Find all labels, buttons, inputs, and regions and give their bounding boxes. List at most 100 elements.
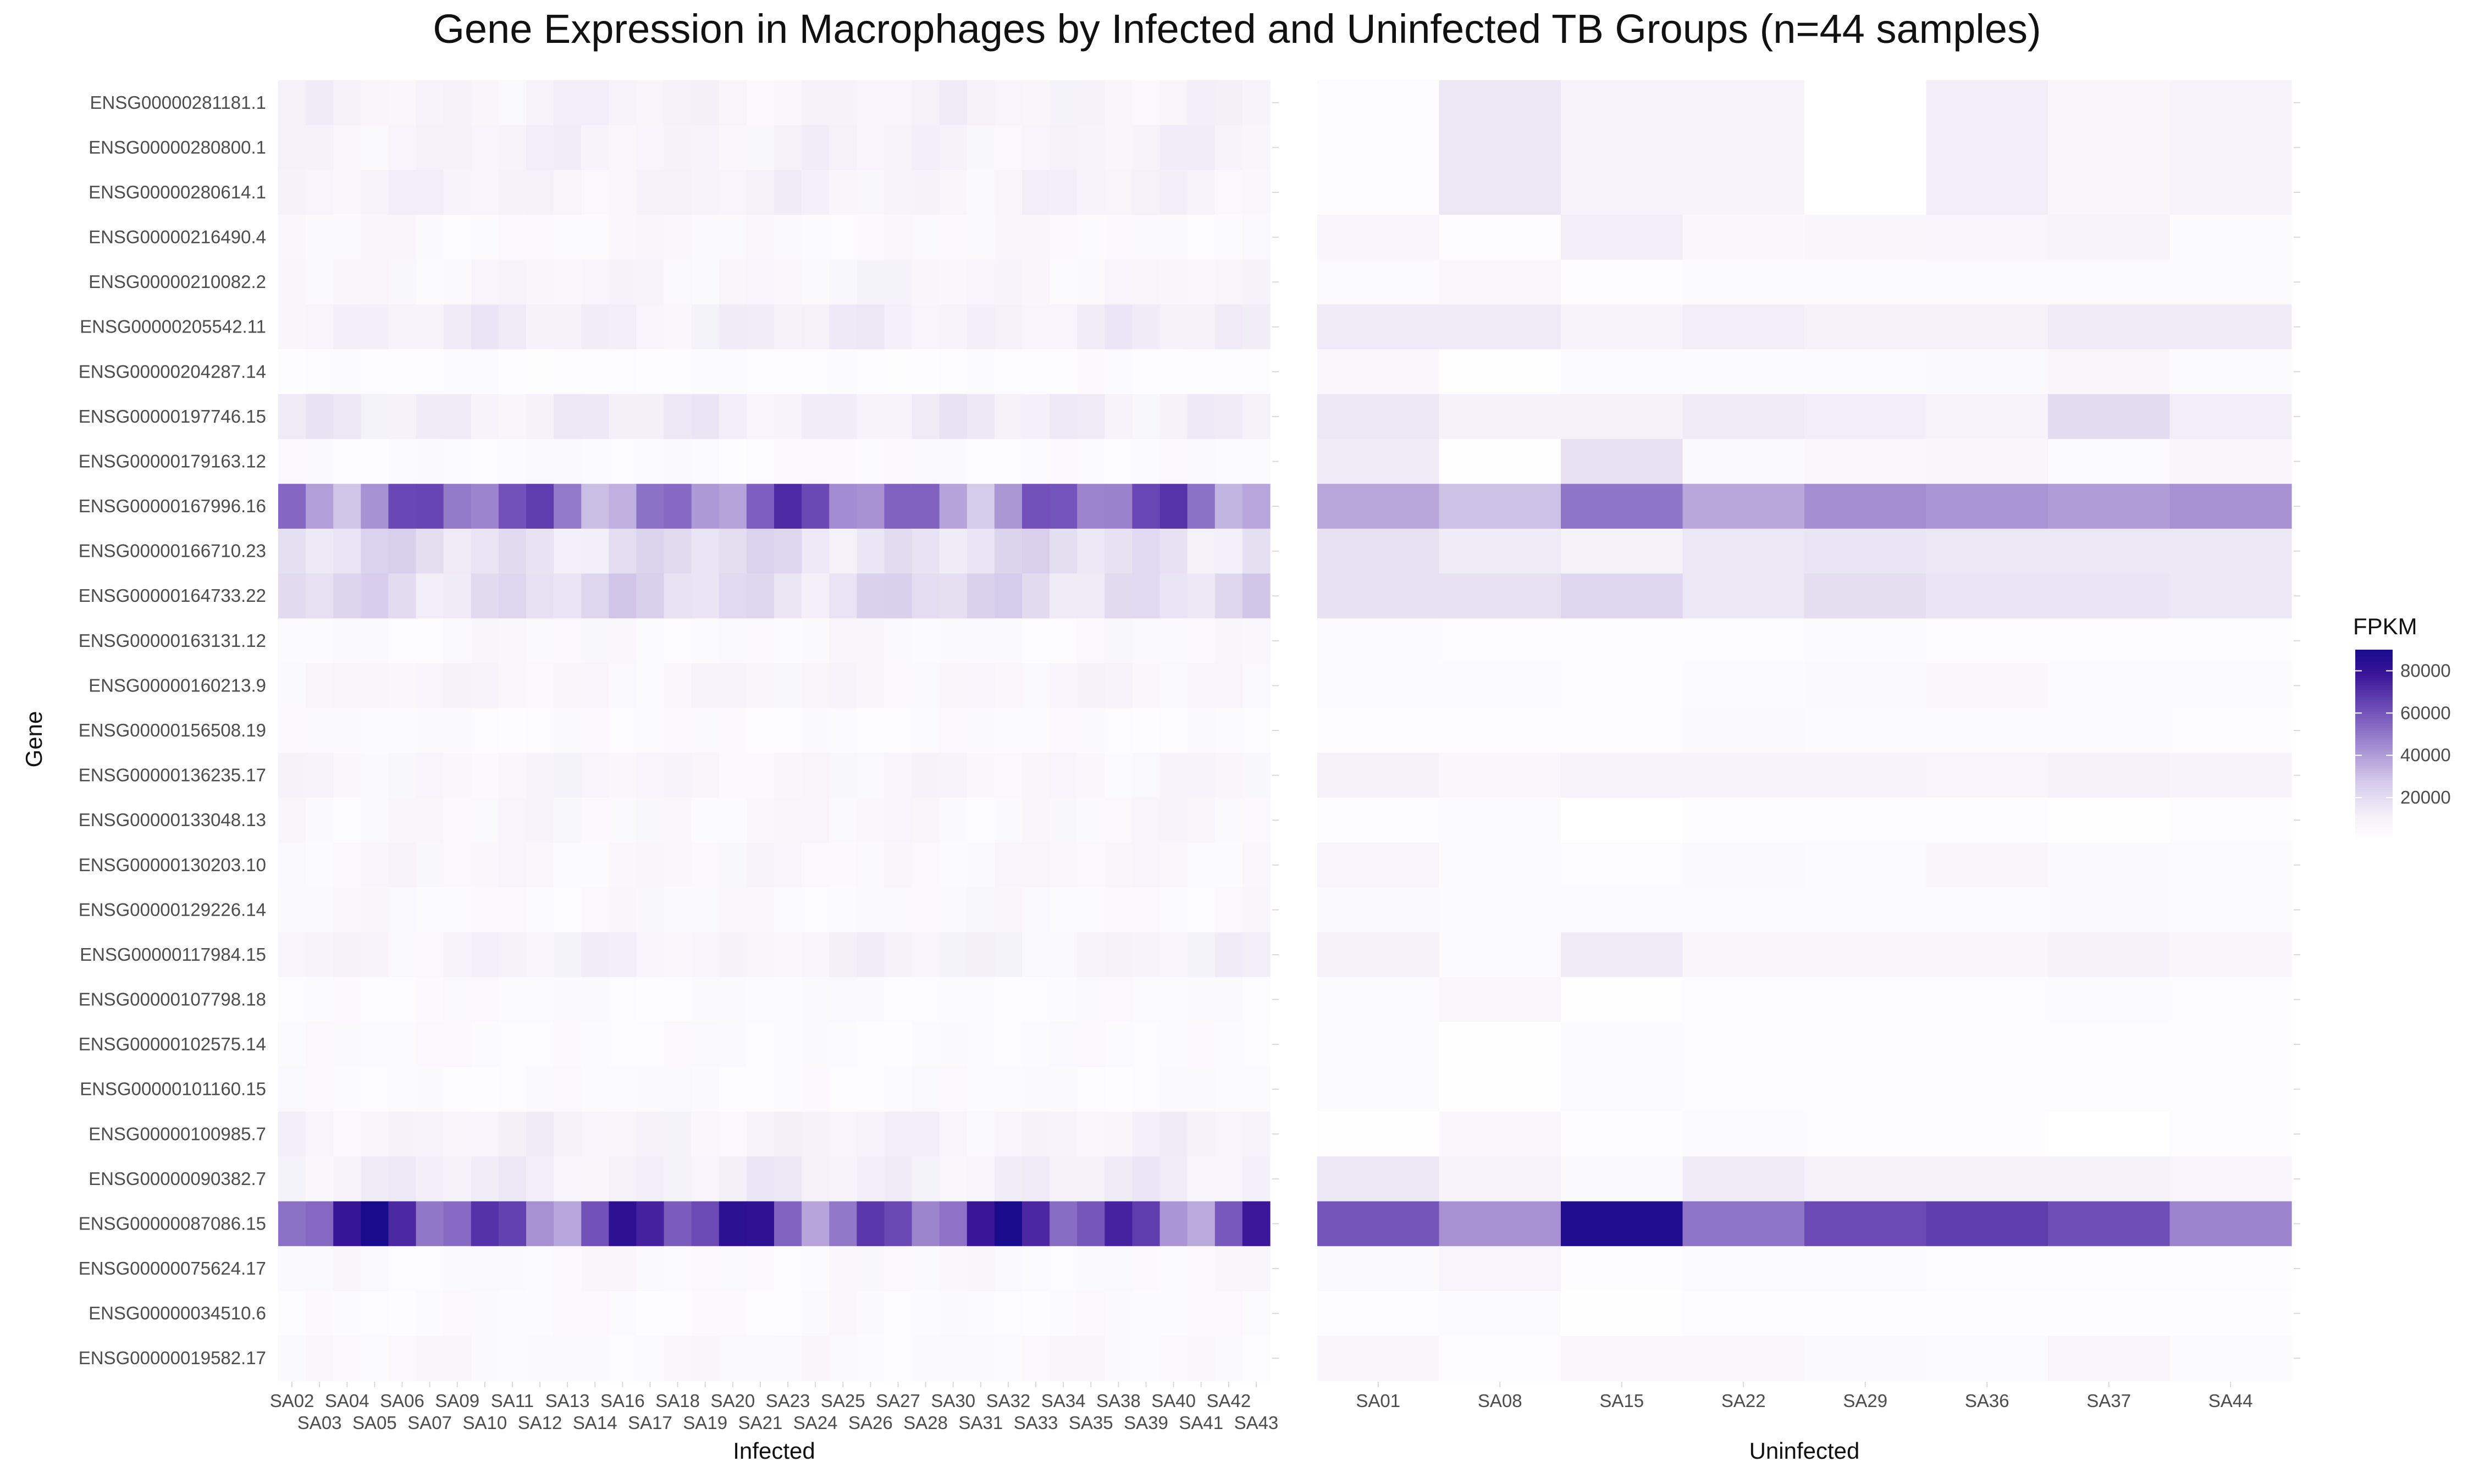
heatmap-cell [939, 304, 968, 350]
heatmap-cell [994, 1336, 1023, 1381]
heatmap-cell [278, 259, 306, 305]
legend-gradient-step [2355, 740, 2393, 743]
heatmap-cell [967, 932, 995, 978]
heatmap-cell [609, 528, 637, 574]
heatmap-cell [912, 977, 940, 1022]
heatmap-cell [471, 1336, 499, 1381]
heatmap-cell [581, 663, 609, 708]
heatmap-cell [1187, 259, 1216, 305]
heatmap-cell [333, 439, 361, 484]
heatmap-cell [1214, 798, 1243, 843]
heatmap-cell [1077, 1066, 1105, 1112]
heatmap-cell [609, 439, 637, 484]
heatmap-cell [1926, 484, 2048, 529]
legend-gradient-step [2355, 809, 2393, 812]
heatmap-cell [1077, 798, 1105, 843]
heatmap-cell [554, 170, 582, 215]
heatmap-cell [278, 663, 306, 708]
heatmap-cell [1214, 394, 1243, 440]
heatmap-cell [1050, 528, 1078, 574]
heatmap-cell [306, 1291, 334, 1337]
heatmap-cell [609, 887, 637, 933]
heatmap-cell [306, 932, 334, 978]
heatmap-cell [774, 1336, 802, 1381]
heatmap-cell [884, 214, 913, 260]
heatmap-cell [2048, 708, 2171, 754]
heatmap-cell [1050, 439, 1078, 484]
heatmap-cell [498, 1246, 527, 1292]
heatmap-cell [609, 1111, 637, 1157]
heatmap-cell [1050, 1022, 1078, 1067]
heatmap-cell [1187, 394, 1216, 440]
heatmap-cell [554, 1201, 582, 1247]
heatmap-cell [416, 1201, 444, 1247]
heatmap-cell [333, 349, 361, 395]
heatmap-cell [2169, 932, 2292, 978]
heatmap-cell [361, 1022, 389, 1067]
heatmap-cell [636, 1336, 665, 1381]
heatmap-cell [554, 484, 582, 529]
heatmap-cell [361, 1291, 389, 1337]
heatmap-cell [691, 170, 720, 215]
heatmap-cell [691, 663, 720, 708]
heatmap-cell [1105, 798, 1133, 843]
heatmap-cell [802, 932, 830, 978]
heatmap-cell [636, 439, 665, 484]
heatmap-cell [1804, 394, 1927, 440]
heatmap-cell [1214, 439, 1243, 484]
heatmap-cell [912, 214, 940, 260]
legend-gradient-step [2355, 818, 2393, 821]
heatmap-cell [664, 708, 692, 754]
heatmap-cell [1804, 1066, 1927, 1112]
heatmap-cell [526, 80, 554, 126]
heatmap-cell [1050, 932, 1078, 978]
heatmap-cell [636, 977, 665, 1022]
legend-gradient-step [2355, 683, 2393, 686]
heatmap-cell [471, 1291, 499, 1337]
heatmap-cell [498, 842, 527, 888]
heatmap-cell [388, 573, 417, 619]
heatmap-cell [278, 977, 306, 1022]
heatmap-cell [1439, 663, 1561, 708]
heatmap-cell [1242, 932, 1271, 978]
heatmap-cell [719, 304, 747, 350]
heatmap-cell [1682, 708, 1805, 754]
heatmap-cell [609, 349, 637, 395]
legend-gradient-step [2355, 794, 2393, 798]
gene-label: ENSG00000197746.15 [79, 406, 266, 427]
heatmap-cell [1214, 977, 1243, 1022]
heatmap-cell [361, 170, 389, 215]
heatmap-cell [691, 1246, 720, 1292]
heatmap-cell [1077, 349, 1105, 395]
x-tick-label: SA10 [462, 1413, 507, 1433]
heatmap-cell [554, 1111, 582, 1157]
heatmap-cell [1214, 752, 1243, 798]
heatmap-cell [1132, 842, 1161, 888]
heatmap-cell [1132, 1336, 1161, 1381]
heatmap-cell [278, 618, 306, 664]
heatmap-cell [416, 170, 444, 215]
heatmap-cell [1439, 1201, 1561, 1247]
legend-gradient-step [2355, 801, 2393, 805]
heatmap-cell [361, 887, 389, 933]
heatmap-cell [2169, 1022, 2292, 1067]
heatmap-cell [1242, 1201, 1271, 1247]
heatmap-cell [471, 259, 499, 305]
heatmap-cell [1159, 663, 1188, 708]
heatmap-cell [278, 394, 306, 440]
heatmap-cell [2048, 1066, 2171, 1112]
heatmap-cell [1132, 752, 1161, 798]
heatmap-cell [498, 618, 527, 664]
heatmap-cell [1132, 1291, 1161, 1337]
heatmap-cell [526, 1066, 554, 1112]
heatmap-cell [1022, 708, 1050, 754]
heatmap-cell [994, 887, 1023, 933]
heatmap-cell [2048, 663, 2171, 708]
x-tick-label: SA17 [628, 1413, 672, 1433]
heatmap-cell [333, 1066, 361, 1112]
heatmap-cell [1926, 1066, 2048, 1112]
heatmap-cell [1022, 214, 1050, 260]
legend-gradient-step [2355, 821, 2393, 824]
heatmap-cell [1187, 484, 1216, 529]
legend-gradient-step [2355, 709, 2393, 712]
